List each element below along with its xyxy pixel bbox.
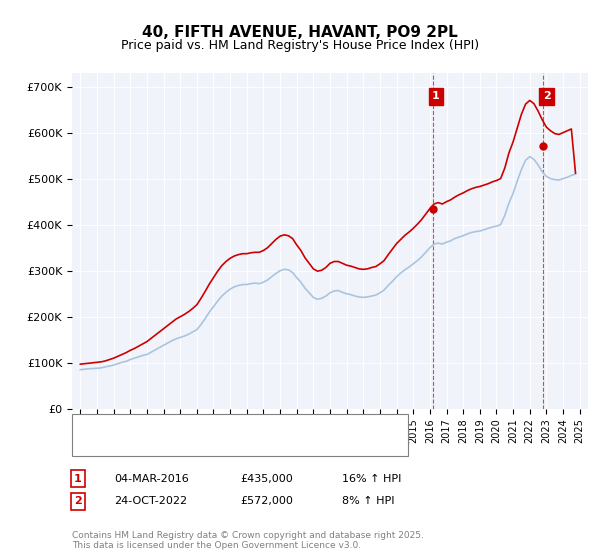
Text: £435,000: £435,000 [240,474,293,484]
Text: Contains HM Land Registry data © Crown copyright and database right 2025.
This d: Contains HM Land Registry data © Crown c… [72,530,424,550]
Text: 1: 1 [432,91,440,101]
Text: £572,000: £572,000 [240,496,293,506]
Text: HPI: Average price, detached house, Havant: HPI: Average price, detached house, Hava… [111,437,341,447]
Text: 24-OCT-2022: 24-OCT-2022 [114,496,187,506]
Text: 40, FIFTH AVENUE, HAVANT, PO9 2PL (detached house): 40, FIFTH AVENUE, HAVANT, PO9 2PL (detac… [111,419,398,429]
Text: 40, FIFTH AVENUE, HAVANT, PO9 2PL: 40, FIFTH AVENUE, HAVANT, PO9 2PL [142,25,458,40]
Text: 2: 2 [74,496,82,506]
Text: 16% ↑ HPI: 16% ↑ HPI [342,474,401,484]
Text: 8% ↑ HPI: 8% ↑ HPI [342,496,395,506]
Text: Price paid vs. HM Land Registry's House Price Index (HPI): Price paid vs. HM Land Registry's House … [121,39,479,52]
Text: 04-MAR-2016: 04-MAR-2016 [114,474,189,484]
Text: 2: 2 [542,91,550,101]
Text: 1: 1 [74,474,82,484]
